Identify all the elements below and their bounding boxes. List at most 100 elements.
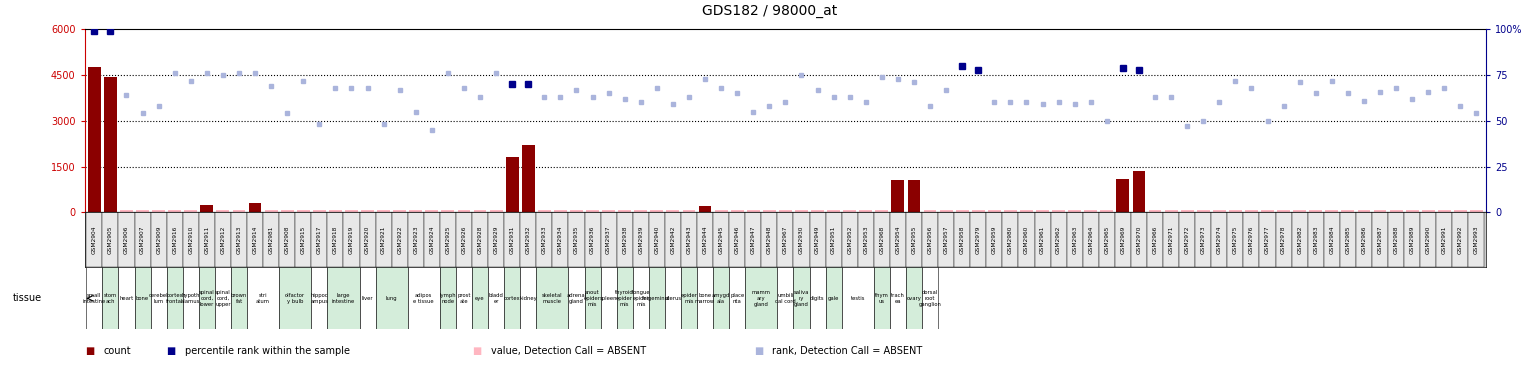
Text: GSM2952: GSM2952	[847, 225, 852, 254]
Bar	[231, 212, 246, 267]
Text: eye: eye	[476, 296, 485, 301]
Text: ■: ■	[85, 346, 94, 356]
Bar	[410, 210, 422, 212]
Text: tissue: tissue	[12, 293, 42, 303]
Bar	[296, 212, 311, 267]
Bar	[490, 210, 502, 212]
Bar	[1164, 210, 1178, 212]
Bar	[1180, 212, 1195, 267]
Bar	[183, 267, 199, 329]
Bar	[1355, 212, 1372, 267]
Text: large
intestine: large intestine	[331, 293, 356, 304]
Bar	[1309, 210, 1323, 212]
Bar	[199, 267, 216, 329]
Text: adrenal
gland: adrenal gland	[567, 293, 587, 304]
Bar	[1115, 212, 1130, 267]
Bar	[504, 267, 521, 329]
Bar	[875, 210, 889, 212]
Bar	[102, 267, 119, 329]
Bar	[906, 267, 922, 329]
Bar	[1181, 210, 1194, 212]
Text: ovary: ovary	[907, 296, 921, 301]
Text: GSM2924: GSM2924	[430, 225, 434, 254]
Bar	[1101, 210, 1113, 212]
Text: GSM2975: GSM2975	[1234, 225, 1238, 254]
Bar	[134, 212, 151, 267]
Text: brown
fat: brown fat	[231, 293, 246, 304]
Text: GSM2992: GSM2992	[1458, 225, 1463, 254]
Text: GSM2986: GSM2986	[1361, 225, 1366, 254]
Text: spinal
cord,
lower: spinal cord, lower	[199, 290, 214, 307]
Bar	[842, 267, 873, 329]
Bar	[922, 212, 938, 267]
Bar	[1132, 171, 1146, 212]
Text: GSM2960: GSM2960	[1024, 225, 1029, 254]
Bar	[633, 267, 648, 329]
Text: spleen: spleen	[601, 296, 618, 301]
Bar	[440, 212, 456, 267]
Text: GSM2936: GSM2936	[590, 225, 594, 254]
Bar	[728, 267, 745, 329]
Bar	[522, 145, 534, 212]
Text: GSM2959: GSM2959	[992, 225, 996, 254]
Bar	[699, 206, 711, 212]
Bar	[842, 212, 858, 267]
Bar	[134, 267, 151, 329]
Bar	[359, 267, 376, 329]
Bar	[955, 212, 970, 267]
Bar	[504, 212, 521, 267]
Bar	[1004, 210, 1016, 212]
Bar	[634, 210, 647, 212]
Bar	[1307, 212, 1324, 267]
Bar	[345, 210, 357, 212]
Bar	[488, 267, 504, 329]
Bar	[681, 267, 698, 329]
Bar	[265, 210, 277, 212]
Text: GSM2976: GSM2976	[1249, 225, 1254, 254]
Text: GSM2969: GSM2969	[1121, 225, 1126, 254]
Bar	[330, 210, 342, 212]
Text: GSM2929: GSM2929	[494, 225, 499, 254]
Bar	[86, 212, 102, 267]
Bar	[377, 210, 390, 212]
Bar	[1454, 210, 1466, 212]
Bar	[858, 212, 873, 267]
Text: GSM2991: GSM2991	[1441, 225, 1446, 254]
Bar	[216, 212, 231, 267]
Bar	[297, 210, 310, 212]
Text: GSM2967: GSM2967	[782, 225, 788, 254]
Bar	[585, 212, 601, 267]
Bar	[570, 210, 584, 212]
Text: trach
ea: trach ea	[892, 293, 906, 304]
Text: GSM2981: GSM2981	[268, 225, 274, 254]
Bar	[102, 212, 119, 267]
Bar	[1019, 210, 1033, 212]
Bar	[105, 76, 117, 212]
Text: dorsal
root
ganglion: dorsal root ganglion	[918, 290, 941, 307]
Bar	[1404, 212, 1420, 267]
Bar	[311, 212, 328, 267]
Text: GSM2942: GSM2942	[670, 225, 676, 254]
Bar	[922, 267, 938, 329]
Bar	[665, 212, 681, 267]
Text: heart: heart	[120, 296, 134, 301]
Bar	[376, 267, 408, 329]
Text: GSM2993: GSM2993	[1474, 225, 1478, 254]
Bar	[665, 267, 681, 329]
Text: GSM2915: GSM2915	[300, 225, 306, 254]
Text: mamm
ary
gland: mamm ary gland	[752, 290, 772, 307]
Text: GSM2977: GSM2977	[1264, 225, 1270, 254]
Text: GSM2968: GSM2968	[879, 225, 884, 254]
Bar	[873, 212, 890, 267]
Bar	[939, 210, 953, 212]
Text: GSM2971: GSM2971	[1169, 225, 1173, 254]
Bar	[185, 210, 197, 212]
Text: tongue
epider
mis: tongue epider mis	[631, 290, 650, 307]
Text: GSM2932: GSM2932	[525, 225, 531, 254]
Text: skeletal
muscle: skeletal muscle	[542, 293, 562, 304]
Bar	[120, 210, 132, 212]
Text: ■: ■	[473, 346, 482, 356]
Text: GSM2957: GSM2957	[944, 225, 949, 254]
Text: GSM2954: GSM2954	[895, 225, 901, 254]
Text: small
intestine: small intestine	[83, 293, 106, 304]
